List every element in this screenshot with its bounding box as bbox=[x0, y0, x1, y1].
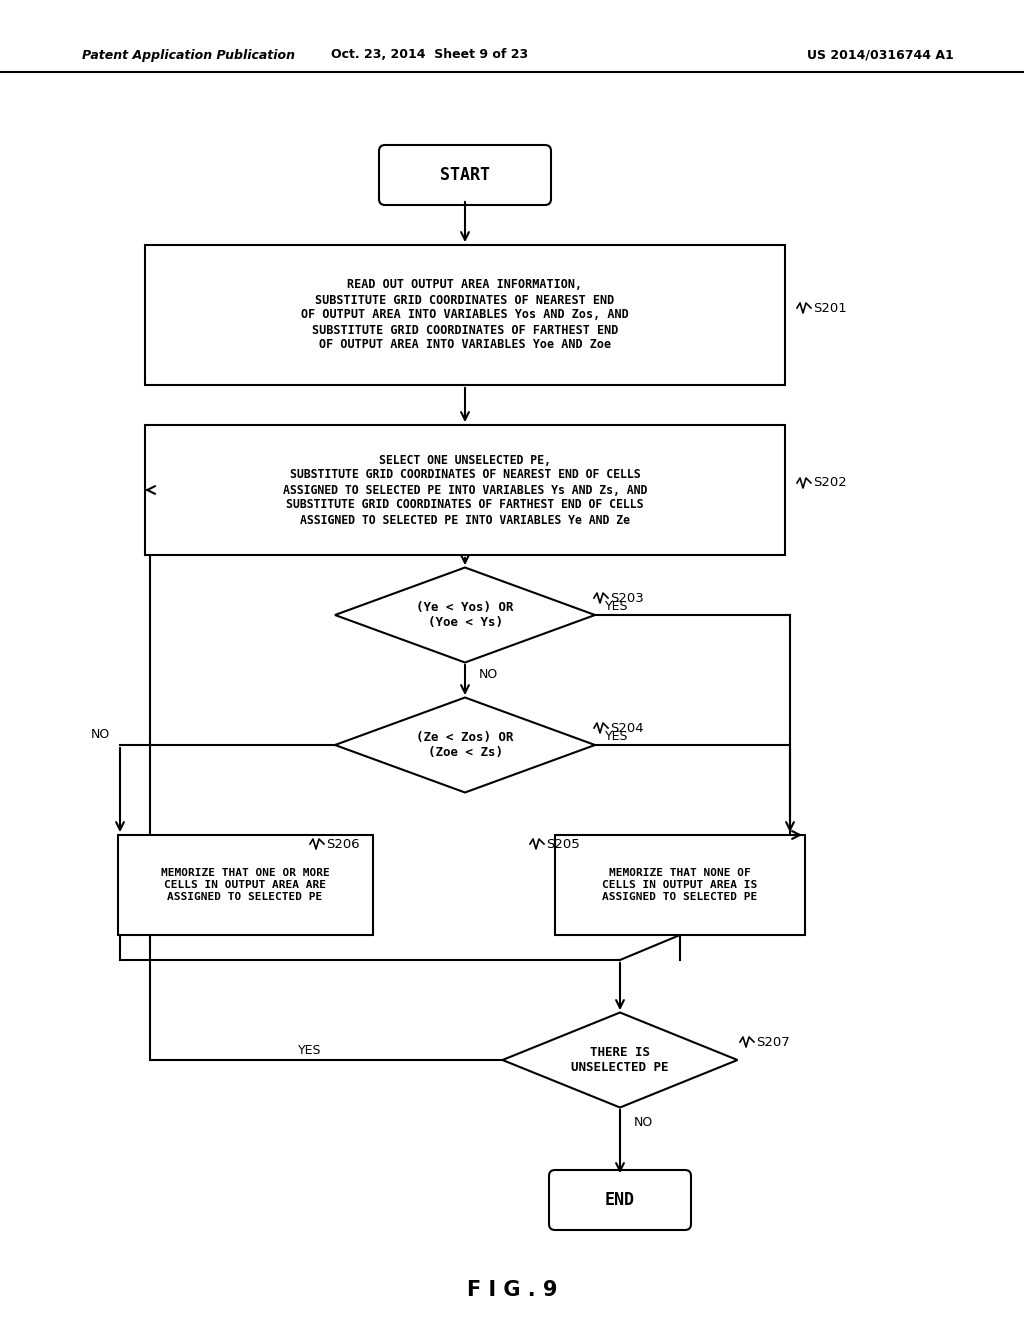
Text: S205: S205 bbox=[546, 837, 580, 850]
Text: S207: S207 bbox=[756, 1035, 790, 1048]
Text: MEMORIZE THAT NONE OF
CELLS IN OUTPUT AREA IS
ASSIGNED TO SELECTED PE: MEMORIZE THAT NONE OF CELLS IN OUTPUT AR… bbox=[602, 869, 758, 902]
Bar bbox=[118, 836, 373, 935]
FancyBboxPatch shape bbox=[379, 145, 551, 205]
Text: Oct. 23, 2014  Sheet 9 of 23: Oct. 23, 2014 Sheet 9 of 23 bbox=[332, 49, 528, 62]
Bar bbox=[145, 425, 785, 554]
Text: F I G . 9: F I G . 9 bbox=[467, 1280, 557, 1300]
Text: US 2014/0316744 A1: US 2014/0316744 A1 bbox=[807, 49, 953, 62]
Text: END: END bbox=[605, 1191, 635, 1209]
Polygon shape bbox=[335, 568, 595, 663]
Text: YES: YES bbox=[298, 1044, 322, 1056]
Text: S206: S206 bbox=[326, 837, 359, 850]
Text: START: START bbox=[440, 166, 490, 183]
Text: READ OUT OUTPUT AREA INFORMATION,
SUBSTITUTE GRID COORDINATES OF NEAREST END
OF : READ OUT OUTPUT AREA INFORMATION, SUBSTI… bbox=[301, 279, 629, 351]
Text: MEMORIZE THAT ONE OR MORE
CELLS IN OUTPUT AREA ARE
ASSIGNED TO SELECTED PE: MEMORIZE THAT ONE OR MORE CELLS IN OUTPU… bbox=[161, 869, 330, 902]
FancyBboxPatch shape bbox=[549, 1170, 691, 1230]
Bar bbox=[145, 246, 785, 385]
Text: SELECT ONE UNSELECTED PE,
SUBSTITUTE GRID COORDINATES OF NEAREST END OF CELLS
AS: SELECT ONE UNSELECTED PE, SUBSTITUTE GRI… bbox=[283, 454, 647, 527]
Text: Patent Application Publication: Patent Application Publication bbox=[82, 49, 295, 62]
Polygon shape bbox=[503, 1012, 737, 1107]
Text: NO: NO bbox=[634, 1115, 653, 1129]
Text: S203: S203 bbox=[610, 591, 644, 605]
Text: NO: NO bbox=[91, 729, 110, 742]
Text: YES: YES bbox=[605, 601, 629, 614]
Text: (Ze < Zos) OR
(Zoe < Zs): (Ze < Zos) OR (Zoe < Zs) bbox=[416, 731, 514, 759]
Text: NO: NO bbox=[479, 668, 499, 681]
Text: S202: S202 bbox=[813, 477, 847, 490]
Text: YES: YES bbox=[605, 730, 629, 743]
Text: S204: S204 bbox=[610, 722, 644, 734]
Text: S201: S201 bbox=[813, 301, 847, 314]
Polygon shape bbox=[335, 697, 595, 792]
Text: THERE IS
UNSELECTED PE: THERE IS UNSELECTED PE bbox=[571, 1045, 669, 1074]
Text: (Ye < Yos) OR
(Yoe < Ys): (Ye < Yos) OR (Yoe < Ys) bbox=[416, 601, 514, 630]
Bar bbox=[555, 836, 805, 935]
